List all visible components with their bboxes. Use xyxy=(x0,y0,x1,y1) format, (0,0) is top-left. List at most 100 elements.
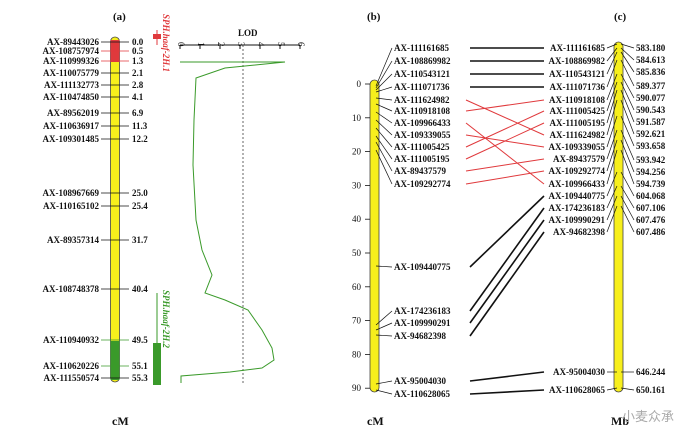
lod-tick-label: 4 xyxy=(256,42,266,47)
connector-rearranged xyxy=(465,99,545,112)
chromosome-c xyxy=(613,41,624,393)
marker-position-c: 593.942 xyxy=(636,155,666,165)
marker-position: 31.7 xyxy=(132,235,148,245)
marker-name-b: AX-109292774 xyxy=(394,179,451,189)
marker-link-b xyxy=(375,73,393,91)
connector-colinear xyxy=(469,371,545,382)
marker-position: 40.4 xyxy=(132,284,148,294)
marker-link-b xyxy=(375,322,393,331)
marker-name-b: AX-109440775 xyxy=(394,262,451,272)
connector-rearranged xyxy=(465,158,545,172)
lod-tick-label: 5 xyxy=(276,42,286,47)
marker-name-c: AX-89437579 xyxy=(553,154,605,164)
lod-tick-label: 6 xyxy=(296,42,306,47)
marker-link-b xyxy=(375,265,393,268)
marker-position-c: 590.077 xyxy=(636,93,666,103)
marker-position-c: 607.476 xyxy=(636,215,666,225)
marker-name: AX-110999326 xyxy=(43,56,99,66)
marker-link-c-left xyxy=(606,51,618,75)
axis-tick-label-b: 60 xyxy=(352,282,362,292)
qtl-label-1: SPH.haaf-2H.1 xyxy=(161,14,171,72)
marker-name: AX-111132773 xyxy=(44,80,100,90)
marker-link-c-right xyxy=(620,47,635,61)
marker-link-b xyxy=(375,135,393,160)
lod-tick-label: 3 xyxy=(236,42,246,47)
marker-link-c-left xyxy=(606,89,618,124)
marker-name-b: AX-111005195 xyxy=(394,154,450,164)
marker-link-c-left xyxy=(606,73,618,101)
markers-b: AX-111161685 AX-108869982 AX-110543121 AX-1… xyxy=(375,43,451,399)
marker-link-c-right xyxy=(620,59,635,87)
marker-name: AX-108967669 xyxy=(43,188,100,198)
marker-link-b xyxy=(375,60,393,89)
marker-name-c: AX-111005425 xyxy=(549,106,605,116)
marker-name: AX-89443026 xyxy=(47,37,99,47)
marker-link-b xyxy=(375,111,393,124)
marker-link-c-left xyxy=(606,149,618,185)
marker-link-c-right xyxy=(620,139,635,173)
marker-position: 11.3 xyxy=(132,121,148,131)
marker-link-b xyxy=(375,141,393,172)
marker-position: 49.5 xyxy=(132,335,148,345)
marker-link-c-left xyxy=(606,59,618,88)
markers-a: AX-89443026 0.0 AX-108757974 0.5 AX-11099932… xyxy=(43,37,149,383)
marker-link-c-left xyxy=(606,139,618,172)
connector-rearranged xyxy=(465,122,545,185)
marker-name-b: AX-111071736 xyxy=(394,82,450,92)
marker-position: 55.3 xyxy=(132,373,148,383)
marker-position-c: 591.587 xyxy=(636,117,666,127)
marker-link-c-left xyxy=(606,129,618,160)
marker-link-b xyxy=(375,389,393,395)
marker-position: 25.4 xyxy=(132,201,148,211)
marker-position-c: 604.068 xyxy=(636,191,666,201)
marker-link-c-left xyxy=(606,387,618,391)
marker-position-c: 583.180 xyxy=(636,43,666,53)
marker-name-c: AX-109440775 xyxy=(549,191,606,201)
marker-name: AX-111550574 xyxy=(43,373,99,383)
qtl-region-a2 xyxy=(110,341,120,380)
marker-link-c-left xyxy=(606,195,618,221)
connector-colinear xyxy=(469,219,545,324)
marker-position: 6.9 xyxy=(132,108,144,118)
lod-curve xyxy=(180,61,286,383)
marker-name: AX-110474850 xyxy=(43,92,99,102)
marker-link-c-right xyxy=(620,51,635,73)
marker-position-c: 594.739 xyxy=(636,179,666,189)
marker-link-c-right xyxy=(620,149,635,185)
marker-link-c-right xyxy=(620,89,635,123)
markers-c: AX-111161685 583.180 AX-108869982 584.613 AX… xyxy=(549,43,666,395)
marker-name-b: AX-109339055 xyxy=(394,130,451,140)
axis-tick-label-b: 30 xyxy=(352,180,362,190)
panel-b-unit: cM xyxy=(367,414,384,428)
lod-tick-label: 0 xyxy=(176,42,186,47)
panel-a: (a) AX-89443026 0.0 AX-108757974 0.5 AX-1109… xyxy=(43,11,307,428)
marker-link-c-right xyxy=(620,81,635,111)
marker-position-c: 585.836 xyxy=(636,67,666,77)
marker-position: 4.1 xyxy=(132,92,144,102)
marker-name-c: AX-110628065 xyxy=(549,385,605,395)
panel-b-label: (b) xyxy=(367,11,381,23)
marker-name-c: AX-109990291 xyxy=(549,215,606,225)
marker-link-c-right xyxy=(620,387,635,391)
marker-name-c: AX-109966433 xyxy=(549,179,606,189)
marker-position: 1.3 xyxy=(132,56,144,66)
marker-name-b: AX-108869982 xyxy=(394,56,451,66)
marker-name-b: AX-111005425 xyxy=(394,142,450,152)
marker-name-c: AX-109292774 xyxy=(549,166,606,176)
marker-name-b: AX-89437579 xyxy=(394,166,446,176)
marker-link-b xyxy=(375,127,393,148)
marker-link-c-left xyxy=(606,185,618,209)
panel-c-label: (c) xyxy=(614,11,627,23)
marker-position: 2.8 xyxy=(132,80,144,90)
marker-position-c: 650.161 xyxy=(636,385,666,395)
marker-link-c-left xyxy=(606,115,618,148)
panel-c: (c) AX-111161685 583.180 AX-108869982 584.6… xyxy=(549,11,666,428)
connectors xyxy=(465,47,545,395)
axis-tick-label-b: 70 xyxy=(352,316,362,326)
connector-colinear xyxy=(469,231,545,337)
marker-name-b: AX-109966433 xyxy=(394,118,451,128)
lod-title: LOD xyxy=(238,28,258,38)
axis-tick-label-b: 40 xyxy=(352,214,362,224)
marker-name-c: AX-111071736 xyxy=(549,82,605,92)
